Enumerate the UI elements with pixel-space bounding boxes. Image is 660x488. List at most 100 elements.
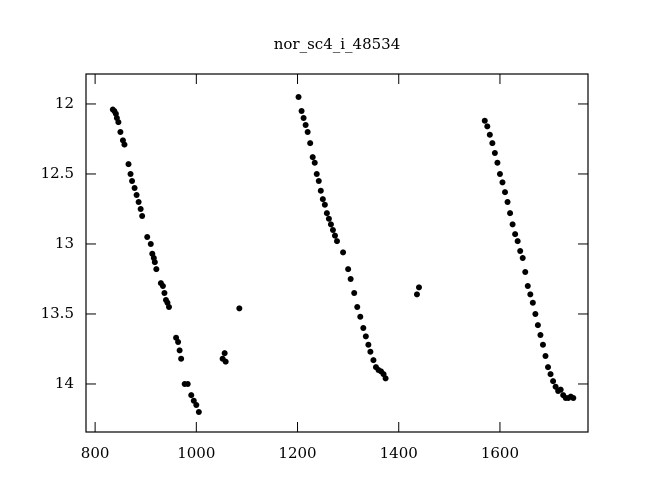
point	[327, 221, 334, 228]
point	[524, 282, 531, 289]
point	[517, 247, 524, 254]
point	[129, 177, 136, 184]
point	[514, 238, 521, 245]
point	[236, 305, 243, 312]
point	[135, 198, 142, 205]
point	[362, 333, 369, 340]
point	[570, 394, 577, 401]
point	[331, 232, 338, 239]
point	[550, 378, 557, 385]
point	[499, 179, 506, 186]
point	[365, 341, 372, 348]
point	[300, 114, 307, 121]
point	[357, 313, 364, 320]
point	[367, 348, 374, 355]
point	[529, 299, 536, 306]
point	[507, 210, 514, 217]
point	[159, 282, 166, 289]
point	[494, 159, 501, 166]
point	[360, 324, 367, 331]
y-tick-label: 12.5	[41, 164, 74, 182]
point	[307, 140, 314, 147]
y-tick-label: 13.5	[41, 304, 74, 322]
point	[496, 170, 503, 177]
x-tick-label: 1400	[380, 444, 418, 462]
point	[547, 371, 554, 378]
point	[329, 226, 336, 233]
point	[161, 289, 168, 296]
point	[512, 231, 519, 238]
point	[532, 310, 539, 317]
point	[502, 189, 509, 196]
point	[370, 357, 377, 364]
point	[309, 154, 316, 161]
chart-title: nor_sc4_i_48534	[274, 35, 401, 53]
point	[319, 196, 326, 203]
point	[139, 212, 146, 219]
point	[522, 268, 529, 275]
x-tick-label: 800	[81, 444, 110, 462]
point	[195, 408, 202, 415]
point	[153, 266, 160, 273]
point	[382, 375, 389, 382]
point	[351, 289, 358, 296]
point	[527, 291, 534, 298]
point	[354, 303, 361, 310]
point	[340, 249, 347, 256]
point	[144, 233, 151, 240]
point	[321, 201, 328, 208]
point	[323, 210, 330, 217]
point	[176, 347, 183, 354]
point	[315, 177, 322, 184]
point	[151, 259, 158, 266]
point	[178, 355, 185, 362]
point	[557, 386, 564, 393]
point	[133, 191, 140, 198]
point	[491, 149, 498, 156]
point	[193, 401, 200, 408]
x-tick-label: 1600	[481, 444, 519, 462]
point	[127, 170, 134, 177]
point	[304, 128, 311, 135]
point	[519, 254, 526, 261]
point	[121, 141, 128, 148]
point	[489, 140, 496, 147]
point	[184, 380, 191, 387]
point	[345, 266, 352, 273]
point	[137, 205, 144, 212]
point	[165, 303, 172, 310]
point	[221, 350, 228, 357]
point	[295, 93, 302, 100]
point	[504, 198, 511, 205]
point	[534, 322, 541, 329]
y-tick-label: 12	[55, 94, 74, 112]
point	[537, 331, 544, 338]
point	[542, 352, 549, 359]
point	[117, 128, 124, 135]
x-tick-label: 1000	[177, 444, 215, 462]
x-tick-label: 1200	[278, 444, 316, 462]
point	[539, 341, 546, 348]
point	[188, 392, 195, 399]
y-tick-label: 13	[55, 234, 74, 252]
point	[317, 187, 324, 194]
y-tick-label: 14	[55, 374, 74, 392]
point	[115, 119, 122, 126]
point	[334, 238, 340, 245]
point	[222, 358, 229, 365]
point	[311, 159, 318, 166]
point	[131, 184, 138, 191]
point	[175, 338, 182, 345]
point	[415, 284, 422, 291]
point	[413, 291, 420, 298]
point	[481, 117, 488, 124]
point	[313, 170, 320, 177]
point	[325, 215, 332, 222]
point	[302, 121, 309, 128]
plot-frame	[85, 73, 589, 433]
point	[486, 131, 493, 138]
point	[347, 275, 354, 282]
point	[125, 161, 132, 168]
point	[545, 364, 552, 371]
